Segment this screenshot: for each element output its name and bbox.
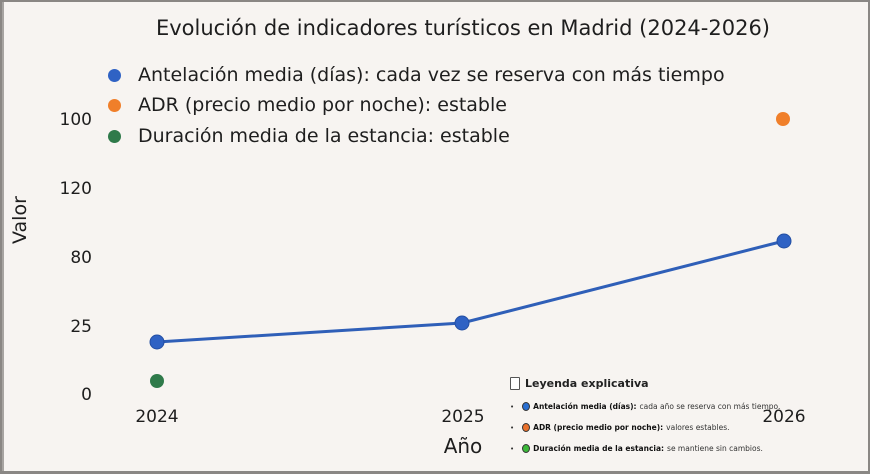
explanation-text: valores estables. bbox=[666, 423, 730, 432]
bullet-icon: • bbox=[510, 444, 515, 453]
explanation-text: se mantiene sin cambios. bbox=[667, 444, 763, 453]
x-tick: 2024 bbox=[135, 407, 179, 427]
blue-dot-icon bbox=[522, 402, 531, 411]
explanation-row: • Duración media de la estancia: se mant… bbox=[510, 444, 780, 453]
y-tick: 25 bbox=[70, 317, 92, 337]
legend-item-duracion: Duración media de la estancia: estable bbox=[108, 125, 510, 147]
x-axis-label: Año bbox=[443, 434, 483, 458]
x-tick: 2025 bbox=[441, 407, 485, 427]
y-tick: 0 bbox=[81, 385, 92, 405]
explanation-row: • Antelación media (días): cada año se r… bbox=[510, 402, 780, 411]
explanation-box: Leyenda explicativa • Antelación media (… bbox=[510, 377, 780, 453]
antelacion-line bbox=[156, 239, 785, 344]
explanation-title-row: Leyenda explicativa bbox=[510, 377, 780, 390]
antelacion-point-2025 bbox=[454, 315, 470, 331]
explanation-text: cada año se reserva con más tiempo. bbox=[639, 402, 781, 411]
antelacion-point-2026 bbox=[776, 233, 792, 249]
legend-item-antelacion: Antelación media (días): cada vez se res… bbox=[108, 64, 725, 86]
orange-dot-icon bbox=[108, 98, 121, 112]
chart-title: Evolución de indicadores turísticos en M… bbox=[155, 16, 770, 40]
explanation-title: Leyenda explicativa bbox=[525, 377, 649, 390]
explanation-key: Duración media de la estancia: bbox=[533, 444, 665, 453]
document-icon bbox=[510, 377, 520, 390]
green-dot-icon bbox=[108, 129, 121, 143]
antelacion-point-2024 bbox=[149, 334, 165, 350]
y-tick: 80 bbox=[70, 248, 92, 268]
explanation-key: ADR (precio medio por noche): bbox=[533, 423, 664, 432]
bullet-icon: • bbox=[510, 402, 515, 411]
y-tick: 100 bbox=[59, 110, 92, 130]
green-dot-icon bbox=[522, 444, 531, 453]
duracion-point-2024 bbox=[150, 374, 164, 388]
legend-item-adr: ADR (precio medio por noche): estable bbox=[108, 94, 507, 116]
x-tick: 2026 bbox=[762, 407, 806, 427]
y-tick: 120 bbox=[59, 179, 92, 199]
legend-label: ADR (precio medio por noche): estable bbox=[138, 94, 507, 116]
explanation-row: • ADR (precio medio por noche): valores … bbox=[510, 423, 780, 432]
legend-label: Duración media de la estancia: estable bbox=[138, 125, 510, 147]
legend-label: Antelación media (días): cada vez se res… bbox=[138, 64, 725, 86]
adr-point-2026 bbox=[776, 112, 790, 126]
explanation-key: Antelación media (días): bbox=[533, 402, 637, 411]
orange-dot-icon bbox=[522, 423, 531, 432]
blue-dot-icon bbox=[108, 68, 121, 82]
bullet-icon: • bbox=[510, 423, 515, 432]
